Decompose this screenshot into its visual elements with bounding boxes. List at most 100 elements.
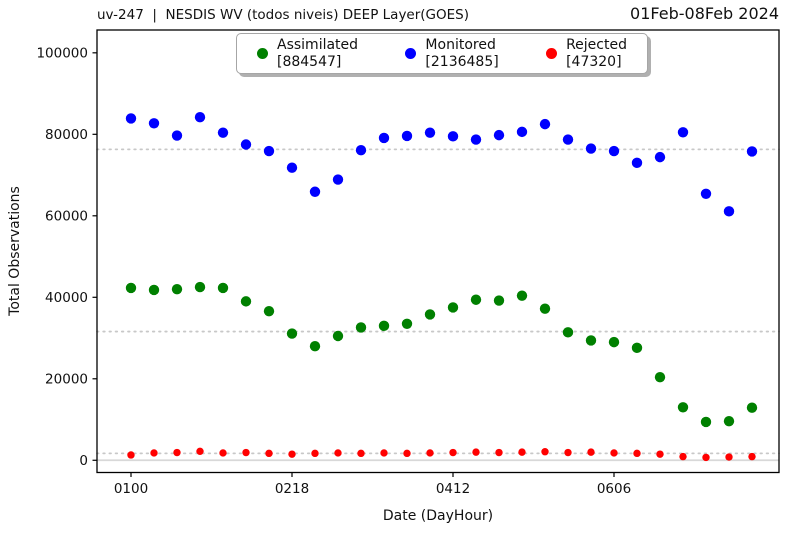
assimilated-point [539,303,551,314]
assimilated-point [723,415,735,427]
assimilated-point [746,402,758,413]
legend-count-rejected: [47320] [566,53,622,70]
legend-count-monitored: [2136485] [425,53,499,70]
rejected-point [587,448,595,456]
monitored-point [723,206,735,217]
rejected-point [564,448,572,457]
rejected-point [288,450,296,458]
assimilated-point [608,336,620,348]
assimilated-point [148,284,160,296]
assimilated-point [332,330,344,342]
monitored-point [424,127,436,138]
monitored-point [355,145,367,156]
assimilated-point [309,340,321,352]
assimilated-point [562,327,574,338]
monitored-point [447,131,459,142]
rejected-point [610,449,618,457]
rejected-point [173,448,181,457]
x-tick-label: 0218 [275,481,309,497]
legend-label-monitored: Monitored [425,37,496,54]
monitored-marker-icon [405,48,417,59]
monitored-point [700,188,712,199]
legend-entry-assimilated: Assimilated [884547] [257,37,358,70]
legend-label-rejected: Rejected [566,37,627,54]
rejected-point [219,449,227,457]
assimilated-point [263,305,275,317]
assimilated-point [240,296,252,307]
rejected-point [702,453,710,462]
legend-entry-monitored: Monitored [2136485] [405,37,499,70]
rejected-point [748,452,756,461]
rejected-point [518,448,526,456]
assimilated-point [194,281,206,293]
assimilated-point [378,320,390,332]
legend-label-assimilated: Assimilated [277,37,359,54]
monitored-point [562,134,574,145]
assimilated-point [470,294,482,305]
chart-title: uv-247 | NESDIS WV (todos niveis) DEEP L… [97,7,470,23]
x-tick-label: 0412 [436,481,470,497]
date-range-title: 01Feb-08Feb 2024 [630,4,779,23]
assimilated-point [424,309,436,320]
rejected-point [656,450,664,458]
monitored-point [654,151,666,163]
monitored-point [263,145,275,157]
rejected-point [380,449,388,457]
rejected-point [334,449,342,457]
x-tick-label: 0100 [114,481,148,497]
assimilated-point [125,282,137,294]
y-tick-label: 100000 [36,46,88,62]
y-tick-label: 60000 [45,209,88,225]
assimilated-point [700,416,712,428]
monitored-point [631,157,643,169]
assimilated-point [631,342,643,354]
assimilated-point [447,302,459,313]
rejected-point [725,453,733,461]
monitored-point [539,118,551,130]
legend: Assimilated [884547] Monitored [2136485]… [236,33,648,74]
monitored-point [470,134,482,145]
plot-border [96,29,780,474]
monitored-point [309,186,321,197]
rejected-point [472,448,480,456]
monitored-point [677,127,689,138]
rejected-point [311,449,319,458]
monitored-point [746,146,758,157]
monitored-point [194,111,206,123]
monitored-point [217,127,229,138]
rejected-point [403,449,411,458]
monitored-point [286,162,298,173]
assimilated-point [171,283,183,295]
y-tick-label: 20000 [45,372,88,388]
rejected-point [242,448,250,457]
rejected-point [679,452,687,461]
assimilated-point [355,322,367,333]
rejected-point [357,449,365,458]
assimilated-point [217,282,229,294]
monitored-point [125,113,137,124]
assimilated-point [286,328,298,339]
monitored-point [378,132,390,144]
rejected-point [127,451,135,459]
rejected-point [196,447,204,456]
rejected-point [265,449,273,458]
monitored-point [608,145,620,157]
y-tick-label: 0 [79,453,88,469]
monitored-point [516,126,528,138]
monitored-point [148,118,160,129]
assimilated-marker-icon [257,48,268,59]
assimilated-point [654,371,666,383]
legend-entry-rejected: Rejected [47320] [546,37,627,70]
monitored-point [401,130,413,142]
rejected-point [449,448,457,457]
rejected-point [633,449,641,458]
monitored-point [240,139,252,150]
monitored-point [585,143,597,154]
monitored-point [493,129,505,141]
assimilated-point [493,295,505,306]
assimilated-point [516,290,528,301]
assimilated-point [677,402,689,413]
rejected-marker-icon [546,48,558,59]
